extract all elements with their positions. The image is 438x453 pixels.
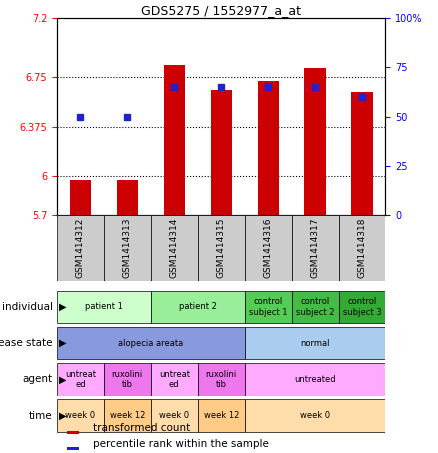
Text: normal: normal <box>300 339 330 347</box>
Text: patient 1: patient 1 <box>85 303 123 311</box>
Bar <box>151 363 198 396</box>
Text: week 0: week 0 <box>65 411 95 420</box>
Bar <box>198 363 245 396</box>
Bar <box>245 363 385 396</box>
Bar <box>57 215 104 281</box>
Text: agent: agent <box>22 374 53 385</box>
Bar <box>198 400 245 432</box>
Bar <box>164 65 185 215</box>
Bar <box>104 363 151 396</box>
Title: GDS5275 / 1552977_a_at: GDS5275 / 1552977_a_at <box>141 4 301 17</box>
Text: ruxolini
tib: ruxolini tib <box>112 370 143 389</box>
Text: ▶: ▶ <box>59 410 67 421</box>
Text: week 12: week 12 <box>204 411 239 420</box>
Text: individual: individual <box>2 302 53 312</box>
Text: GSM1414312: GSM1414312 <box>76 217 85 278</box>
Text: week 0: week 0 <box>159 411 189 420</box>
Bar <box>198 215 245 281</box>
Text: ▶: ▶ <box>59 302 67 312</box>
Text: untreat
ed: untreat ed <box>65 370 96 389</box>
Bar <box>351 92 373 215</box>
Bar <box>57 363 104 396</box>
Text: percentile rank within the sample: percentile rank within the sample <box>93 439 269 449</box>
Bar <box>67 431 79 434</box>
Bar <box>245 215 292 281</box>
Text: GSM1414314: GSM1414314 <box>170 217 179 278</box>
Text: GSM1414317: GSM1414317 <box>311 217 320 278</box>
Bar <box>211 90 232 215</box>
Bar <box>57 400 104 432</box>
Text: ▶: ▶ <box>59 338 67 348</box>
Bar <box>104 400 151 432</box>
Text: time: time <box>29 410 53 421</box>
Text: GSM1414316: GSM1414316 <box>264 217 272 278</box>
Bar <box>104 215 151 281</box>
Bar <box>67 448 79 449</box>
Bar <box>151 400 198 432</box>
Text: week 12: week 12 <box>110 411 145 420</box>
Text: control
subject 1: control subject 1 <box>249 297 287 317</box>
Bar <box>57 327 245 360</box>
Text: GSM1414315: GSM1414315 <box>217 217 226 278</box>
Bar <box>245 327 385 360</box>
Bar <box>117 180 138 215</box>
Bar <box>57 291 151 323</box>
Text: week 0: week 0 <box>300 411 330 420</box>
Text: disease state: disease state <box>0 338 53 348</box>
Bar <box>151 215 198 281</box>
Bar <box>245 291 292 323</box>
Bar <box>258 81 279 215</box>
Text: GSM1414313: GSM1414313 <box>123 217 132 278</box>
Bar <box>304 68 325 215</box>
Bar <box>151 291 245 323</box>
Text: GSM1414318: GSM1414318 <box>357 217 367 278</box>
Bar <box>339 215 385 281</box>
Text: control
subject 3: control subject 3 <box>343 297 381 317</box>
Text: control
subject 2: control subject 2 <box>296 297 334 317</box>
Bar <box>339 291 385 323</box>
Bar <box>245 400 385 432</box>
Text: transformed count: transformed count <box>93 423 191 434</box>
Bar <box>292 215 339 281</box>
Text: patient 2: patient 2 <box>179 303 217 311</box>
Bar <box>70 180 91 215</box>
Text: ▶: ▶ <box>59 374 67 385</box>
Text: untreat
ed: untreat ed <box>159 370 190 389</box>
Text: untreated: untreated <box>294 375 336 384</box>
Text: alopecia areata: alopecia areata <box>118 339 184 347</box>
Text: ruxolini
tib: ruxolini tib <box>205 370 237 389</box>
Bar <box>292 291 339 323</box>
